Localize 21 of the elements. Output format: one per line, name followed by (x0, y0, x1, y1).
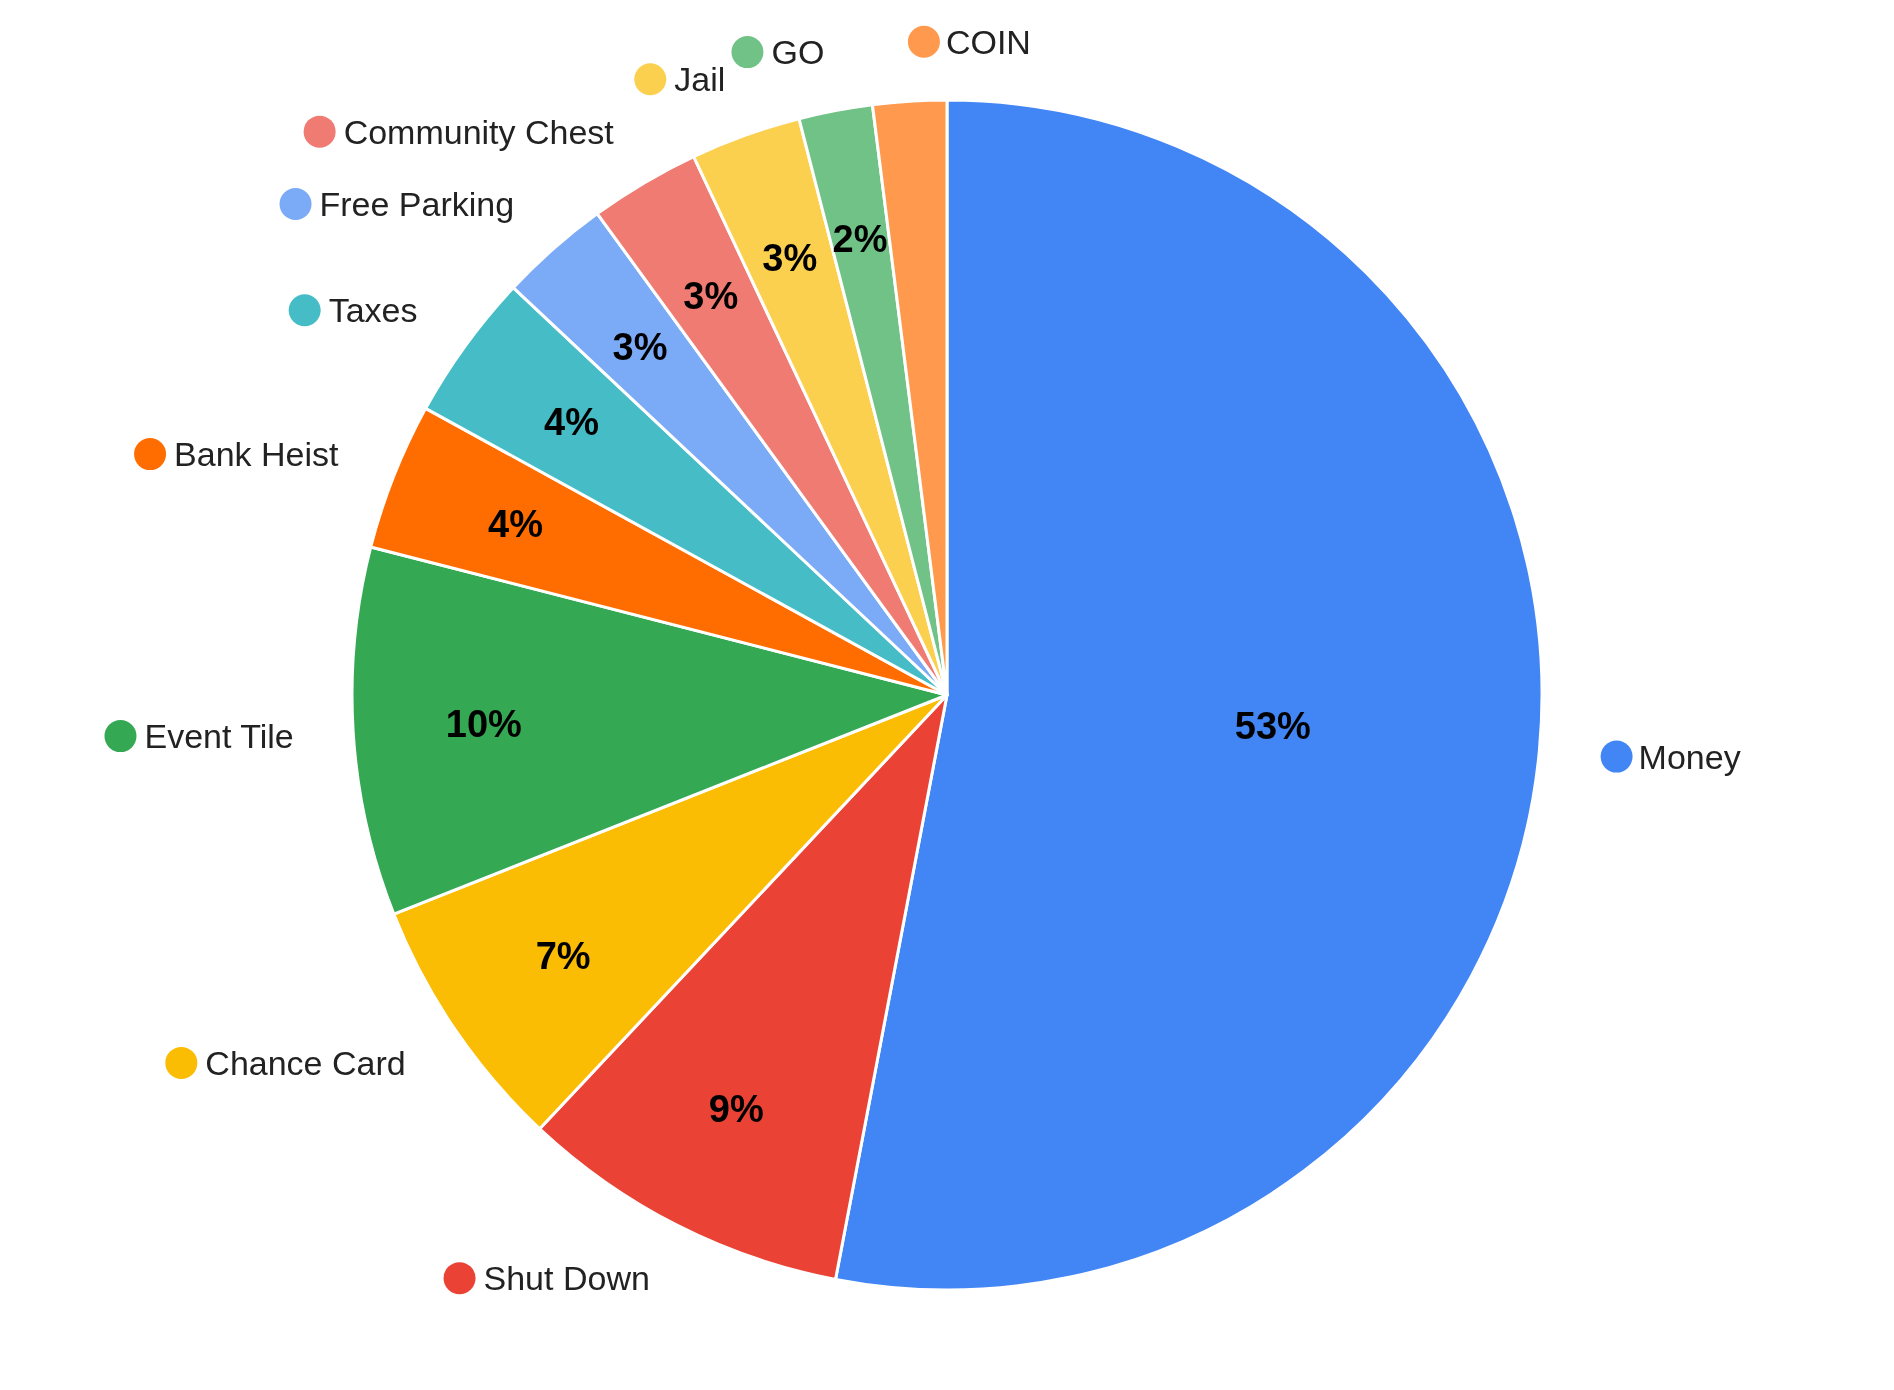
data-label: 7% (535, 934, 591, 977)
data-label: 3% (762, 237, 818, 280)
data-label: 53% (1234, 704, 1311, 747)
data-label: 4% (544, 401, 599, 444)
data-label: 3% (683, 274, 739, 317)
legend-label: Taxes (328, 291, 418, 330)
legend-label: Jail (674, 60, 726, 99)
data-label: 10% (445, 703, 522, 746)
legend-label: Money (1638, 737, 1741, 776)
legend-label: Shut Down (483, 1259, 650, 1298)
data-label: 9% (708, 1087, 764, 1130)
legend-label: GO (771, 33, 825, 72)
data-label: 3% (612, 325, 668, 368)
legend-label: Chance Card (205, 1043, 406, 1082)
legend-label: Free Parking (319, 185, 515, 224)
legend-label: Bank Heist (174, 435, 340, 474)
legend-label: COIN (945, 22, 1031, 61)
legend-label: Event Tile (144, 717, 294, 756)
data-label: 4% (488, 503, 543, 546)
legend-label: Community Chest (343, 112, 615, 151)
data-label: 2% (832, 218, 888, 261)
